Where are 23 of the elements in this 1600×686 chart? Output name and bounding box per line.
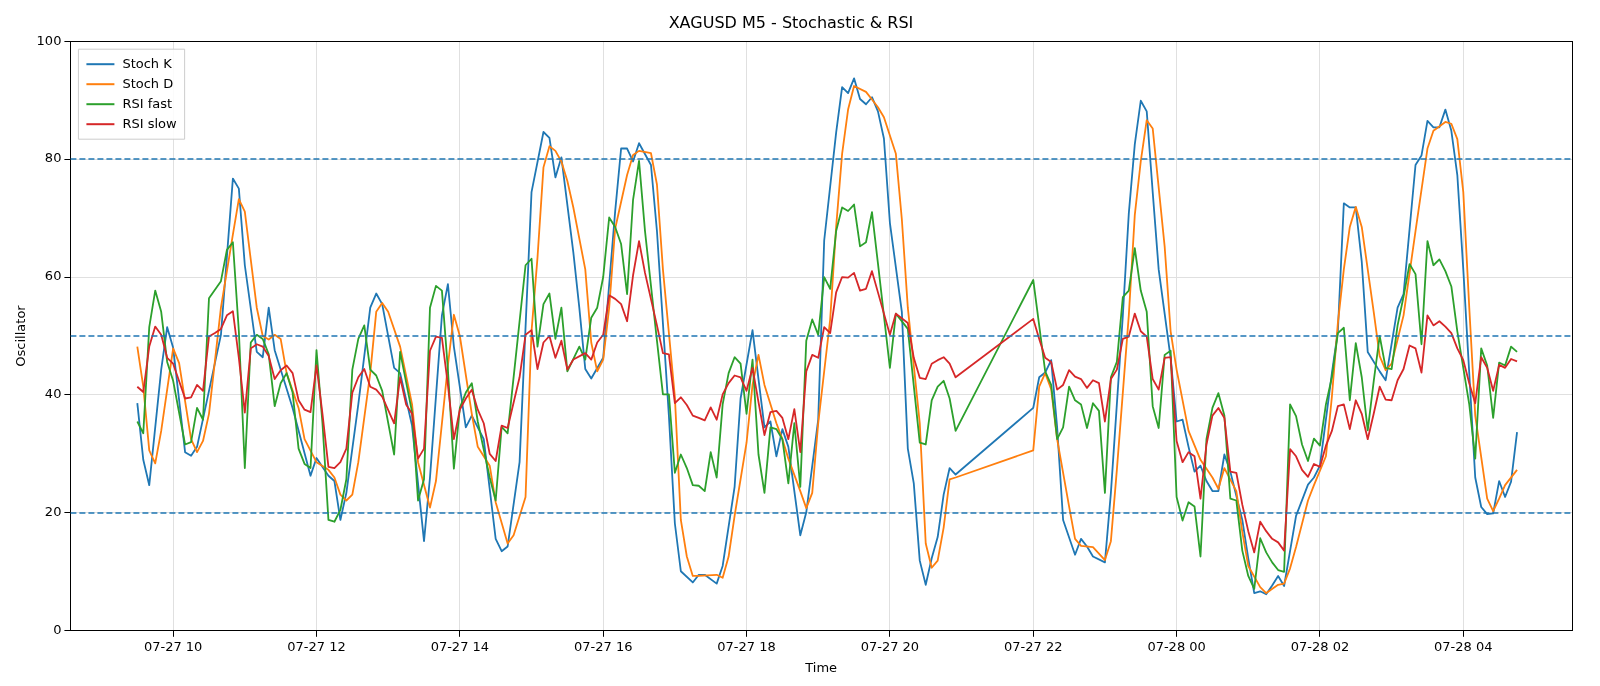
y-tick-label: 0 xyxy=(53,622,62,638)
x-tick-label: 07-27 16 xyxy=(573,638,633,654)
x-tick-label: 07-27 18 xyxy=(717,638,776,654)
y-tick-label: 80 xyxy=(44,150,62,166)
x-tick-label: 07-28 04 xyxy=(1434,638,1493,654)
y-tick-label: 20 xyxy=(44,504,62,520)
x-tick-label: 07-27 22 xyxy=(1004,638,1063,654)
x-tick-label: 07-28 00 xyxy=(1147,638,1206,654)
chart-title: XAGUSD M5 - Stochastic & RSI xyxy=(668,12,914,32)
x-tick-label: 07-28 02 xyxy=(1290,638,1350,654)
y-tick-label: 60 xyxy=(44,268,62,284)
x-tick-label: 07-27 10 xyxy=(143,638,203,654)
x-axis-title: Time xyxy=(804,659,838,675)
x-tick-label: 07-27 12 xyxy=(287,638,346,654)
y-axis-title: Oscillator xyxy=(13,304,29,367)
x-tick-label: 07-27 14 xyxy=(430,638,490,654)
y-tick-label: 100 xyxy=(36,32,62,48)
x-tick-label: 07-27 20 xyxy=(860,638,920,654)
legend-label: RSI slow xyxy=(122,115,177,131)
y-tick-label: 40 xyxy=(44,386,62,402)
legend-label: Stoch D xyxy=(122,75,174,91)
legend-label: RSI fast xyxy=(122,95,173,111)
legend-label: Stoch K xyxy=(122,55,173,71)
